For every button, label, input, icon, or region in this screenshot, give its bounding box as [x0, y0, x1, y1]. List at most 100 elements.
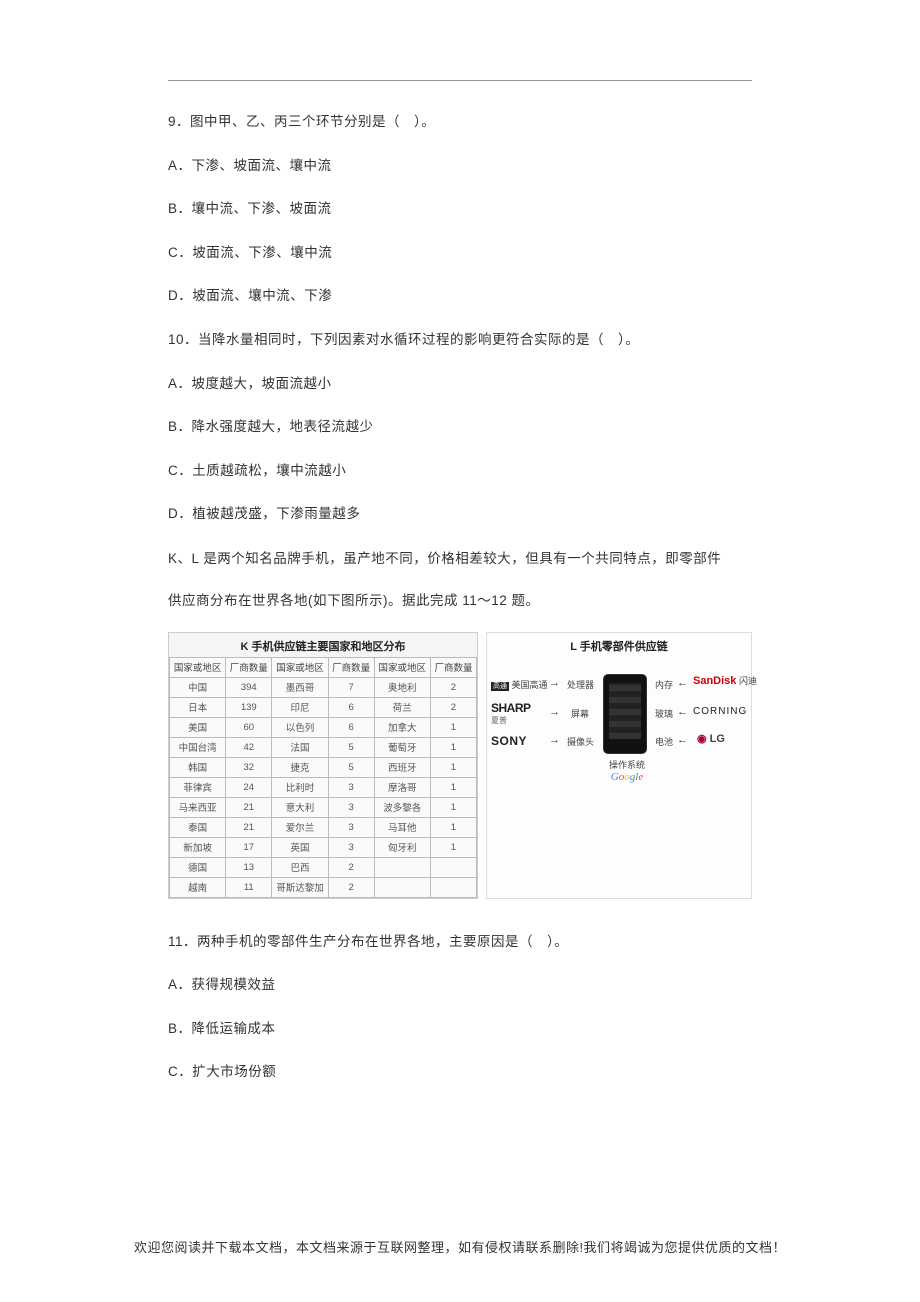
os-label: 操作系统 Google [597, 758, 657, 783]
table-cell: 3 [328, 777, 374, 797]
arrow-icon: → [549, 677, 560, 689]
battery-label: 电池 [655, 735, 673, 748]
figure-row: K 手机供应链主要国家和地区分布 国家或地区厂商数量国家或地区厂商数量国家或地区… [168, 632, 752, 899]
table-cell: 印尼 [272, 697, 328, 717]
table-cell: 法国 [272, 737, 328, 757]
glass-label: 玻璃 [655, 707, 673, 720]
table-cell: 2 [328, 857, 374, 877]
table-cell: 139 [226, 697, 272, 717]
table-cell: 6 [328, 717, 374, 737]
table-header-cell: 国家或地区 [272, 657, 328, 677]
table-cell: 42 [226, 737, 272, 757]
table-row: 韩国32捷克5西班牙1 [170, 757, 477, 777]
lg-label: ◉ LG [697, 732, 725, 745]
table-cell: 比利时 [272, 777, 328, 797]
intro-line-1: K、L 是两个知名品牌手机，虽产地不同，价格相差较大，但具有一个共同特点，即零部… [168, 547, 752, 571]
table-cell: 32 [226, 757, 272, 777]
table-cell: 2 [430, 697, 476, 717]
table-cell: 英国 [272, 837, 328, 857]
table-row: 中国394墨西哥7奥地利2 [170, 677, 477, 697]
table-cell: 中国 [170, 677, 226, 697]
table-cell: 哥斯达黎加 [272, 877, 328, 897]
table-header-cell: 国家或地区 [374, 657, 430, 677]
q10-stem: 10．当降水量相同时，下列因素对水循环过程的影响更符合实际的是（ ）。 [168, 329, 752, 351]
table-cell: 1 [430, 717, 476, 737]
table-cell: 6 [328, 697, 374, 717]
table-cell: 日本 [170, 697, 226, 717]
table-row: 德国13巴西2 [170, 857, 477, 877]
table-cell: 24 [226, 777, 272, 797]
table-row: 中国台湾42法国5葡萄牙1 [170, 737, 477, 757]
table-cell: 韩国 [170, 757, 226, 777]
table-cell: 加拿大 [374, 717, 430, 737]
table-cell: 1 [430, 757, 476, 777]
table-row: 泰国21爱尔兰3马耳他1 [170, 817, 477, 837]
table-cell: 7 [328, 677, 374, 697]
q10-option-b: B．降水强度越大，地表径流越少 [168, 416, 752, 438]
table-cell: 匈牙利 [374, 837, 430, 857]
table-row: 菲律宾24比利时3摩洛哥1 [170, 777, 477, 797]
table-cell: 以色列 [272, 717, 328, 737]
qualcomm-label: 高通 美国高通 [491, 678, 548, 691]
q9-option-b: B．壤中流、下渗、坡面流 [168, 198, 752, 220]
table-cell: 1 [430, 737, 476, 757]
table-cell: 德国 [170, 857, 226, 877]
table-cell: 美国 [170, 717, 226, 737]
table-cell: 21 [226, 797, 272, 817]
arrow-icon: ← [677, 706, 688, 718]
screen-label: 屏幕 [571, 707, 589, 720]
table-cell: 西班牙 [374, 757, 430, 777]
table-header-cell: 厂商数量 [226, 657, 272, 677]
table-cell [430, 857, 476, 877]
table-cell: 中国台湾 [170, 737, 226, 757]
diagram-l-title: L 手机零部件供应链 [487, 633, 751, 656]
table-cell: 11 [226, 877, 272, 897]
google-logo: Google [611, 771, 643, 783]
table-row: 日本139印尼6荷兰2 [170, 697, 477, 717]
table-cell: 葡萄牙 [374, 737, 430, 757]
table-row: 美国60以色列6加拿大1 [170, 717, 477, 737]
table-cell [430, 877, 476, 897]
table-cell [374, 877, 430, 897]
processor-label: 处理器 [567, 678, 594, 691]
arrow-icon: → [549, 706, 560, 718]
table-k: 国家或地区厂商数量国家或地区厂商数量国家或地区厂商数量 中国394墨西哥7奥地利… [169, 657, 477, 898]
table-cell: 5 [328, 737, 374, 757]
q11-option-a: A．获得规模效益 [168, 974, 752, 996]
table-row: 马来西亚21意大利3波多黎各1 [170, 797, 477, 817]
table-cell: 1 [430, 797, 476, 817]
table-cell: 1 [430, 777, 476, 797]
table-cell: 荷兰 [374, 697, 430, 717]
table-header-cell: 厂商数量 [430, 657, 476, 677]
camera-label: 摄像头 [567, 735, 594, 748]
table-cell: 2 [328, 877, 374, 897]
table-cell: 奥地利 [374, 677, 430, 697]
q10-option-c: C．土质越疏松，壤中流越小 [168, 460, 752, 482]
table-cell: 5 [328, 757, 374, 777]
table-cell: 21 [226, 817, 272, 837]
q10-option-a: A．坡度越大，坡面流越小 [168, 373, 752, 395]
table-header-cell: 国家或地区 [170, 657, 226, 677]
table-cell: 13 [226, 857, 272, 877]
phone-icon [603, 674, 647, 754]
q9-stem: 9．图中甲、乙、丙三个环节分别是（ ）。 [168, 111, 752, 133]
table-header-cell: 厂商数量 [328, 657, 374, 677]
arrow-icon: ← [677, 677, 688, 689]
diagram-l-panel: L 手机零部件供应链 高通 美国高通 → 处理器 内存 ← SanDisk 闪迪… [486, 632, 752, 899]
sharp-label: SHARP 夏普 [491, 701, 531, 726]
q11-option-b: B．降低运输成本 [168, 1018, 752, 1040]
arrow-icon: → [549, 734, 560, 746]
table-cell: 越南 [170, 877, 226, 897]
table-cell: 马耳他 [374, 817, 430, 837]
table-cell: 394 [226, 677, 272, 697]
table-cell: 3 [328, 797, 374, 817]
memory-label: 内存 [655, 678, 673, 691]
table-cell: 3 [328, 817, 374, 837]
table-cell: 巴西 [272, 857, 328, 877]
q11-option-c: C．扩大市场份额 [168, 1061, 752, 1083]
q9-option-c: C．坡面流、下渗、壤中流 [168, 242, 752, 264]
table-cell: 60 [226, 717, 272, 737]
table-cell: 1 [430, 837, 476, 857]
table-cell: 波多黎各 [374, 797, 430, 817]
table-k-panel: K 手机供应链主要国家和地区分布 国家或地区厂商数量国家或地区厂商数量国家或地区… [168, 632, 478, 899]
